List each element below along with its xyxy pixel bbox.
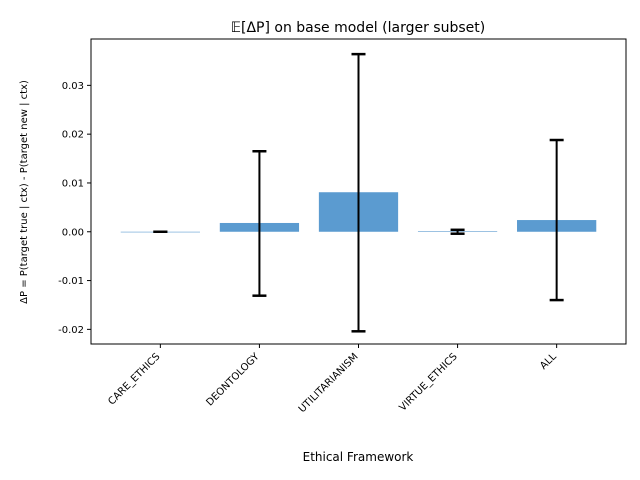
y-tick-label: -0.01 bbox=[58, 276, 84, 287]
x-tick-label: DEONTOLOGY bbox=[204, 351, 262, 409]
y-axis: -0.02 -0.01 0.00 0.01 0.02 0.03 bbox=[58, 81, 91, 336]
plot-area bbox=[120, 52, 597, 333]
x-tick-label: CARE_ETHICS bbox=[106, 351, 162, 407]
y-tick-label: -0.02 bbox=[58, 325, 84, 336]
y-axis-label: ΔP = P(target true | ctx) - P(target new… bbox=[19, 80, 30, 304]
x-tick-label: VIRTUE_ETHICS bbox=[397, 351, 459, 413]
x-tick-label: ALL bbox=[538, 351, 559, 372]
x-tick-label: UTILITARIANISM bbox=[297, 351, 361, 415]
error-bar-all bbox=[549, 138, 564, 302]
y-tick-label: 0.01 bbox=[62, 178, 84, 189]
y-tick-label: 0.00 bbox=[62, 227, 84, 238]
x-axis: CARE_ETHICS DEONTOLOGY UTILITARIANISM VIRTU… bbox=[106, 344, 559, 415]
chart-title: 𝔼[ΔP] on base model (larger subset) bbox=[231, 20, 485, 36]
y-tick-label: 0.03 bbox=[62, 81, 84, 92]
error-bar-virtue_ethics bbox=[450, 228, 465, 235]
x-axis-label: Ethical Framework bbox=[303, 450, 414, 464]
error-bar-utilitarianism bbox=[351, 52, 366, 333]
error-bar-deontology bbox=[252, 149, 267, 297]
y-tick-label: 0.02 bbox=[62, 130, 84, 141]
